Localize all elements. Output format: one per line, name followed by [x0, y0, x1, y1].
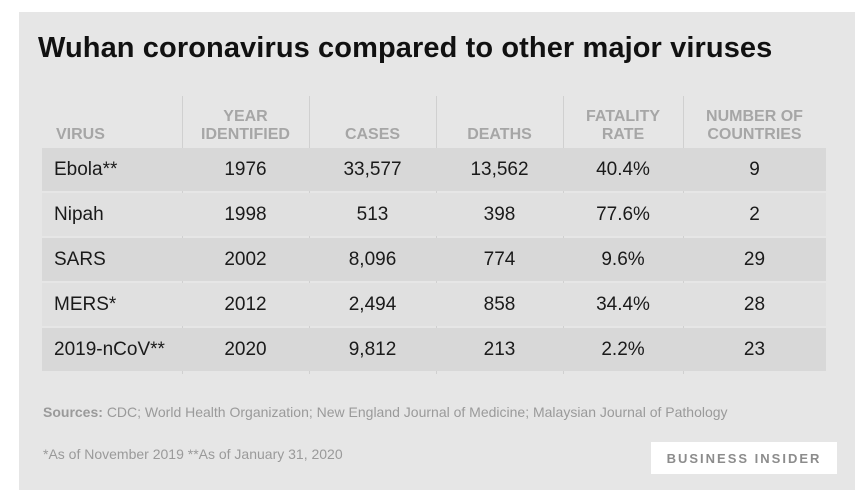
table-cell: 9.6% — [601, 248, 645, 270]
column-header: YEAR IDENTIFIED — [201, 108, 290, 143]
business-insider-logo: BUSINESS INSIDER — [651, 442, 837, 474]
virus-name-cell: Nipah — [54, 203, 104, 225]
virus-name-cell: SARS — [54, 248, 106, 270]
table-cell: 513 — [356, 203, 389, 225]
table-cell: 9 — [749, 158, 760, 180]
table-row: SARS 2002 8,096 774 9.6% 29 — [42, 238, 826, 281]
column-header: NUMBER OF COUNTRIES — [706, 108, 803, 143]
table-cell: 1998 — [224, 203, 267, 225]
virus-name-cell: 2019-nCoV** — [54, 338, 165, 360]
column-header: FATALITY RATE — [585, 108, 661, 143]
virus-name-cell: MERS* — [54, 293, 117, 315]
table-cell: 2,494 — [348, 293, 397, 315]
table-cell: 2020 — [224, 338, 267, 360]
table-cell: 213 — [483, 338, 516, 360]
table-cell: 33,577 — [343, 158, 402, 180]
table-cell: 28 — [743, 293, 766, 315]
table-cell: 77.6% — [596, 203, 650, 225]
table-cell: 23 — [743, 338, 766, 360]
table-row: 2019-nCoV** 2020 9,812 213 2.2% 23 — [42, 328, 826, 371]
table-cell: 2 — [749, 203, 760, 225]
table-row: Nipah 1998 513 398 77.6% 2 — [42, 193, 826, 236]
table-cell: 858 — [483, 293, 516, 315]
table-cell: 13,562 — [470, 158, 529, 180]
table-cell: 8,096 — [348, 248, 397, 270]
table-cell: 398 — [483, 203, 516, 225]
table-cell: 40.4% — [596, 158, 650, 180]
table-cell: 29 — [743, 248, 766, 270]
column-header: VIRUS — [56, 126, 105, 143]
table-row: MERS* 2012 2,494 858 34.4% 28 — [42, 283, 826, 326]
sources-text: CDC; World Health Organization; New Engl… — [106, 404, 728, 420]
table-cell: 9,812 — [348, 338, 397, 360]
table-cell: 2002 — [224, 248, 267, 270]
footnote: *As of November 2019 **As of January 31,… — [43, 446, 343, 462]
table-cell: 1976 — [224, 158, 267, 180]
column-header: DEATHS — [467, 126, 532, 143]
table-cell: 2012 — [224, 293, 267, 315]
table-cell: 2.2% — [601, 338, 645, 360]
table-cell: 774 — [483, 248, 516, 270]
sources-label: Sources: — [43, 404, 103, 420]
table-cell: 34.4% — [596, 293, 650, 315]
virus-name-cell: Ebola** — [54, 158, 118, 180]
column-header: CASES — [344, 126, 401, 143]
table-row: Ebola** 1976 33,577 13,562 40.4% 9 — [42, 148, 826, 191]
sources-note: Sources: CDC; World Health Organization;… — [43, 404, 728, 420]
chart-title: Wuhan coronavirus compared to other majo… — [38, 32, 773, 64]
